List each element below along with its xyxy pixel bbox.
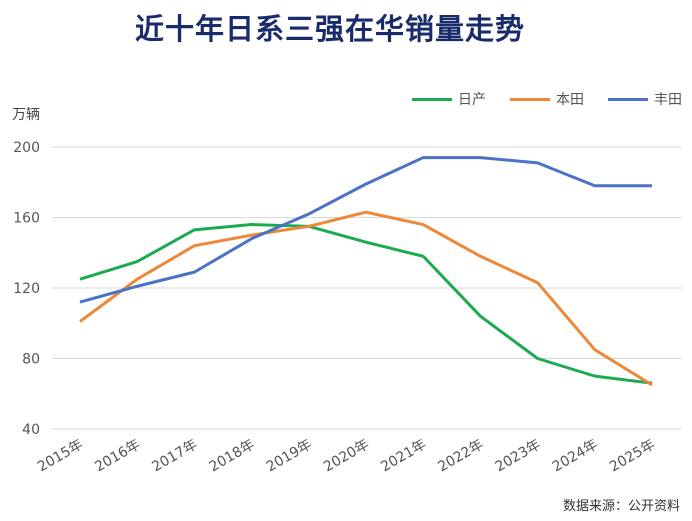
legend-swatch-honda (510, 97, 550, 101)
series-line-toyota (79, 156, 652, 304)
x-tick-label: 2020年 (321, 437, 372, 476)
x-tick-label: 2017年 (149, 437, 200, 476)
x-tick-label: 2024年 (550, 437, 601, 476)
x-tick-label: 2015年 (35, 437, 86, 476)
legend-label-nissan: 日产 (458, 92, 486, 108)
series-line-honda (79, 210, 653, 387)
x-tick-label: 2019年 (264, 437, 315, 476)
y-tick-label: 80 (22, 352, 40, 368)
source-note: 数据来源：公开资料 (562, 499, 680, 514)
legend-swatch-toyota (608, 97, 648, 101)
legend-swatch-nissan (412, 97, 452, 101)
legend-item-nissan: 日产 (412, 89, 486, 109)
legend-item-toyota: 丰田 (608, 89, 682, 109)
legend-label-toyota: 丰田 (654, 92, 682, 108)
series-lines (79, 156, 653, 387)
y-axis-unit-label: 万辆 (12, 107, 40, 123)
y-tick-label: 40 (22, 422, 40, 438)
x-axis-ticks: 2015年 2016年 2017年 2018年 2019年 2020年 2021年 2022年… (35, 437, 658, 476)
chart-title: 近十年日系三强在华销量走势 (134, 12, 525, 46)
legend-item-honda: 本田 (510, 89, 584, 109)
y-tick-label: 120 (13, 281, 40, 297)
x-tick-label: 2021年 (378, 437, 429, 476)
x-tick-label: 2023年 (493, 437, 544, 476)
x-tick-label: 2025年 (607, 437, 658, 476)
x-tick-label: 2016年 (92, 437, 143, 476)
legend-label-honda: 本田 (556, 92, 584, 108)
y-tick-label: 200 (13, 140, 40, 156)
y-axis-ticks: 40 80 120 160 200 (13, 140, 40, 438)
gridlines (52, 146, 682, 430)
y-tick-label: 160 (13, 211, 40, 227)
x-tick-label: 2022年 (435, 437, 486, 476)
legend: 日产 本田 丰田 (412, 89, 682, 109)
series-line-nissan (79, 223, 653, 385)
x-tick-label: 2018年 (207, 437, 258, 476)
